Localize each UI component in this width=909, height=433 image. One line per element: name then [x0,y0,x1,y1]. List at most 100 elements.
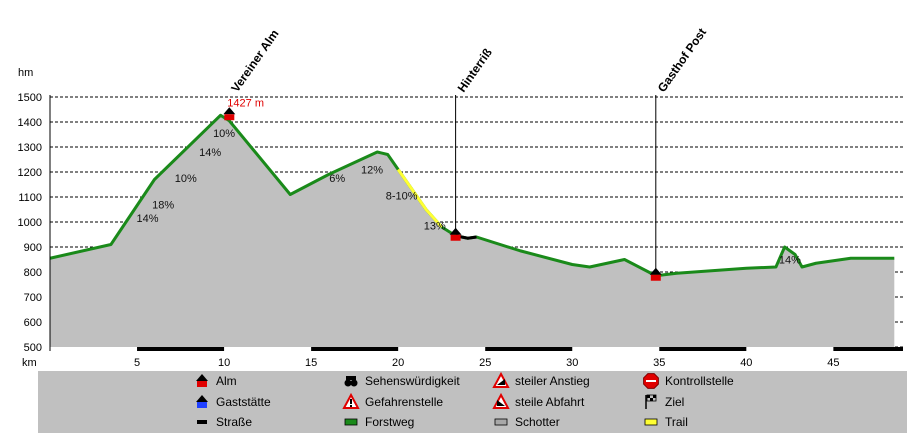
alm-icon-roof [196,374,208,381]
gradient-label: 10% [213,128,235,140]
finish-flag-icon-square [647,395,650,398]
legend-item: Ziel [645,394,684,409]
y-tick-label: 900 [24,242,42,254]
finish-flag-icon-square [650,398,653,401]
danger-icon-dot [350,405,352,407]
alm-icon [223,107,236,121]
finish-flag-icon-border [646,394,657,402]
trail-icon [644,418,658,426]
steep-ascent-icon-slope [497,379,505,385]
alm-icon [449,227,462,241]
legend-label: steiler Anstieg [515,374,590,388]
place-label: Hinterriß [455,46,495,95]
legend-label: Straße [216,415,252,429]
y-tick-label: 1500 [18,92,42,104]
x-axis-bar [50,347,903,351]
x-tick-label: 15 [305,357,317,369]
legend-label: steile Abfahrt [515,395,585,409]
alm-icon-body [450,234,461,241]
legend-label: Ziel [665,395,684,409]
y-unit-label: hm [18,67,33,79]
x-axis-bar-segment [485,347,573,351]
profile-line [49,113,895,278]
binoculars-icon-bridge [346,376,356,380]
legend-label: Alm [216,374,237,388]
legend-item: Kontrollstelle [643,373,734,389]
legend-label: Gefahrenstelle [365,395,443,409]
y-tick-label: 800 [24,267,42,279]
x-tick-label: 30 [566,357,578,369]
binoculars-icon-left [344,379,352,387]
legend-label: Sehenswürdigkeit [365,374,460,388]
profile-fill [50,115,895,347]
gaststaette-icon [196,395,208,408]
steep-descent-icon-slope [497,400,505,406]
place-label: Vereiner Alm [228,27,281,95]
legend-background [38,371,907,433]
x-tick-label: 25 [479,357,491,369]
legend-label: Kontrollstelle [665,374,734,388]
x-tick-label: 45 [827,357,839,369]
x-axis-bar-segment [659,347,747,351]
x-tick-label: 10 [218,357,230,369]
gradient-label: 14% [199,147,221,159]
gradient-label: 8-10% [386,191,418,203]
legend: Alm Sehenswürdigkeit steiler Anstieg Kontro… [38,371,907,433]
y-tick-label: 500 [24,342,42,354]
alm-icon [649,267,662,281]
trail-icon-bar [644,418,658,426]
y-tick-label: 1400 [18,117,42,129]
gaststaette-icon-roof [196,395,208,402]
y-tick-label: 700 [24,292,42,304]
steep-descent-icon [492,392,510,409]
x-axis-bar-segment [311,347,399,351]
y-tick-label: 1100 [18,192,42,204]
x-axis-bar-segment [833,347,903,351]
danger-icon [342,392,360,409]
legend-item: Straße [197,415,252,429]
finish-flag-icon [645,394,657,409]
alm-icon-roof [649,267,662,275]
legend-label: Gaststätte [216,395,271,409]
steep-ascent-icon [492,371,510,388]
alm-icon [196,374,208,387]
road-icon-bar [197,420,207,424]
gaststaette-icon-body [197,402,207,408]
legend-item: Sehenswürdigkeit [344,374,460,388]
legend-item: Trail [644,415,688,429]
gravel-icon-bar [494,418,508,426]
x-unit-label: km [22,357,37,369]
stop-icon-lettering [646,380,656,382]
gradient-label: 14% [136,213,158,225]
alm-icon-roof [449,227,462,235]
legend-item: Gefahrenstelle [342,392,443,409]
legend-item: Alm [196,374,237,388]
y-tick-label: 1300 [18,142,42,154]
legend-label: Trail [665,415,688,429]
road-icon [197,420,207,424]
alm-icon-body [224,114,235,121]
legend-item: steiler Anstieg [492,371,590,388]
x-axis-bar-segment [137,347,225,351]
x-tick-label: 20 [392,357,404,369]
legend-label: Forstweg [365,415,414,429]
place-label: Gasthof Post [655,26,709,95]
x-tick-label: 5 [134,357,140,369]
axes: 500 600 700 800 900 1000 1100 1200 1300 1400 1500 h… [18,67,903,369]
gradient-label: 12% [361,164,383,176]
legend-item: Schotter [494,415,560,429]
y-tick-label: 600 [24,317,42,329]
alm-icon-roof [223,107,236,115]
y-tick-label: 1000 [18,217,42,229]
y-tick-label: 1200 [18,167,42,179]
gravel-icon [494,418,508,426]
forest-road-icon [344,418,358,426]
gradient-label: 10% [175,173,197,185]
legend-item: steile Abfahrt [492,392,585,409]
gradient-label: 14% [779,254,801,266]
forest-road-icon-bar [344,418,358,426]
legend-item: Forstweg [344,415,414,429]
peak-elevation-label: 1427 m [227,98,264,110]
x-tick-label: 35 [653,357,665,369]
